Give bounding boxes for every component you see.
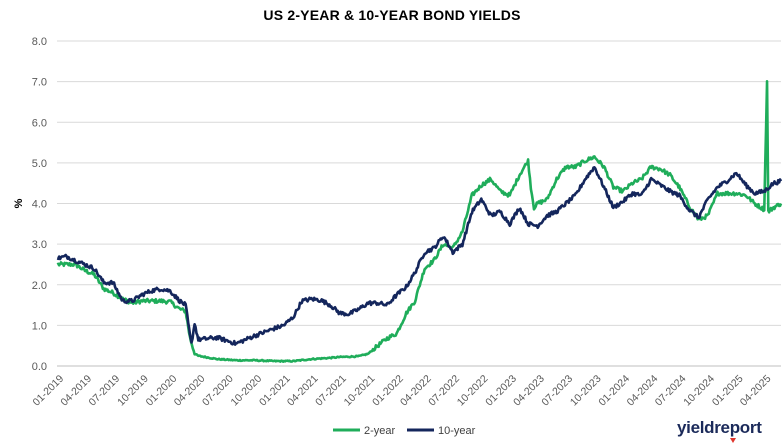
- y-tick-label: 0.0: [32, 361, 47, 373]
- y-tick-label: 3.0: [32, 239, 47, 251]
- legend: 2-year 10-year: [333, 425, 476, 437]
- y-tick-label: 2.0: [32, 280, 47, 292]
- gridlines: [57, 40, 781, 367]
- y-tick-label: 4.0: [32, 199, 47, 211]
- series-line-10-year: [56, 166, 783, 346]
- y-tick-label: 1.0: [32, 320, 47, 332]
- yieldreport-logo: yieldreport: [677, 418, 762, 437]
- x-tick-label: 04-2025: [738, 373, 774, 409]
- chart-title: US 2-YEAR & 10-YEAR BOND YIELDS: [263, 7, 521, 23]
- legend-label-10-year: 10-year: [438, 425, 476, 437]
- y-tick-label: 5.0: [32, 158, 47, 170]
- series-line-2-year: [56, 79, 783, 363]
- axes: 0.01.02.03.04.05.06.07.08.0%01-201904-20…: [13, 36, 774, 408]
- y-tick-label: 7.0: [32, 77, 47, 89]
- y-axis-label: %: [13, 198, 25, 208]
- y-tick-label: 8.0: [32, 36, 47, 48]
- logo-accent-mark: [730, 438, 736, 443]
- y-tick-label: 6.0: [32, 117, 47, 129]
- legend-label-2-year: 2-year: [364, 425, 396, 437]
- series-lines: [56, 79, 783, 363]
